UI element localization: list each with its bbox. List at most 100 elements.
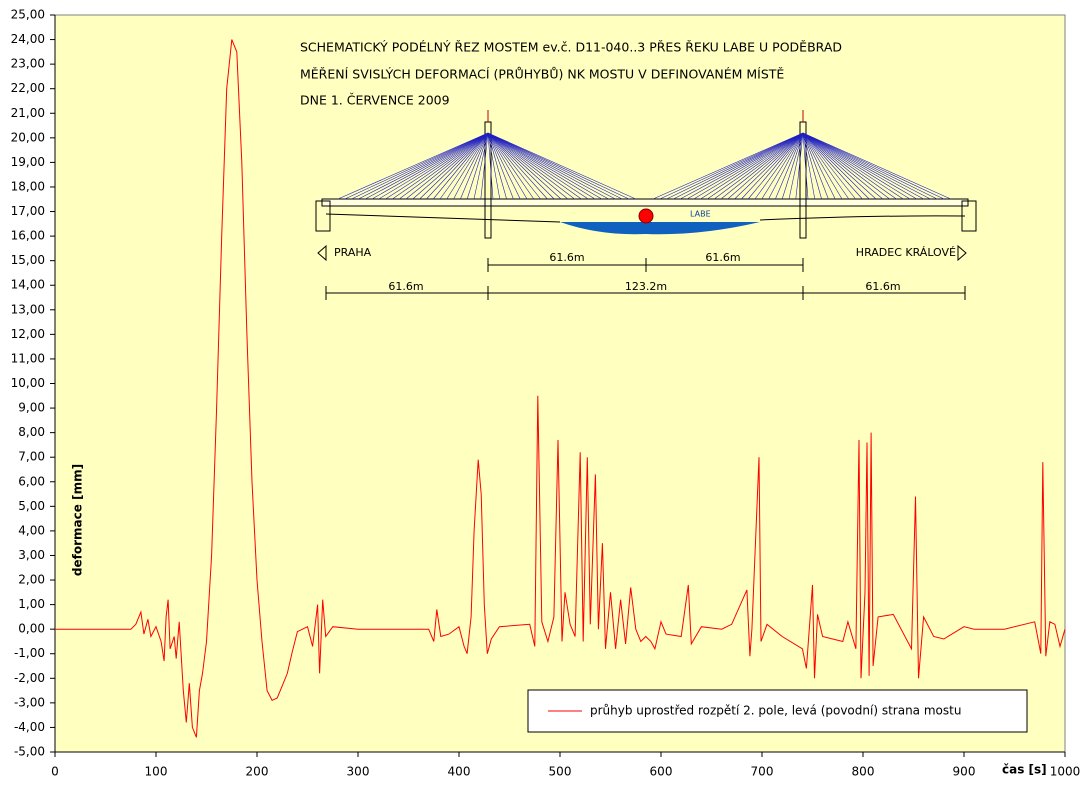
cable [460,132,489,200]
diagram-label: 61.6m [549,251,584,264]
direction-arrow [317,244,967,262]
y-tick-label: 15,00 [11,253,45,267]
cable [337,132,489,200]
y-tick-label: 1,00 [18,597,45,611]
x-tick-label: 900 [953,765,976,779]
cable [741,132,804,200]
cable [802,132,897,200]
x-tick-label: 600 [650,765,673,779]
cable [358,132,489,200]
cable [466,132,489,200]
cable [802,132,951,200]
dimension-line [325,286,966,300]
abutment [961,200,977,232]
diagram-label: 123.2m [625,280,667,293]
cable [727,132,804,200]
y-tick-label: -5,00 [14,745,45,759]
cable [775,132,804,200]
y-tick-label: 17,00 [11,204,45,218]
y-tick-label: 9,00 [18,401,45,415]
y-tick-label: 16,00 [11,229,45,243]
y-tick-label: 12,00 [11,327,45,341]
cable [487,132,616,200]
cable [802,132,822,200]
y-tick-label: 5,00 [18,499,45,513]
x-axis-label: čas [s] [1002,763,1047,777]
x-tick-label: 500 [549,765,572,779]
cable [487,132,521,200]
cable [802,132,816,200]
y-tick-label: -1,00 [14,646,45,660]
diagram-label: PRAHA [334,246,372,259]
y-tick-label: 11,00 [11,351,45,365]
y-tick-label: 20,00 [11,130,45,144]
y-tick-label: 21,00 [11,106,45,120]
cable [487,132,582,200]
diagram-label: 61.6m [388,280,423,293]
y-tick-label: -4,00 [14,720,45,734]
y-tick-label: 7,00 [18,450,45,464]
dimension-line [487,258,804,272]
terrain [325,213,966,223]
cable [487,132,602,200]
annotation: SCHEMATICKÝ PODÉLNÝ ŘEZ MOSTEM ev.č. D11… [300,40,842,55]
y-tick-label: 22,00 [11,81,45,95]
cable [446,132,489,200]
cable [487,132,609,200]
cable [720,132,804,200]
cable [432,132,489,200]
diagram-label: 61.6m [705,251,740,264]
cable [802,132,917,200]
diagram-label: HRADEC KRÁLOVÉ [856,246,956,259]
cable [714,132,804,200]
cable [802,132,911,200]
y-tick-label: -3,00 [14,695,45,709]
cable [788,132,804,200]
y-tick-label: 23,00 [11,57,45,71]
cable [487,132,514,200]
cable [802,132,850,200]
cable [487,132,548,200]
cable [802,132,890,200]
cable [487,132,507,200]
cable [487,132,630,200]
cable [802,132,931,200]
bridge-diagram [315,110,977,300]
cable [365,132,489,200]
cable [795,132,804,200]
cable [426,132,489,200]
x-tick-label: 200 [246,765,269,779]
cable [487,132,623,200]
cable [487,132,494,200]
cable [487,132,501,200]
deck [321,198,969,207]
cable [453,132,489,200]
cable [487,132,541,200]
x-tick-label: 100 [145,765,168,779]
y-tick-label: 14,00 [11,278,45,292]
cable [487,132,562,200]
abutment [315,200,331,232]
annotation: MĚŘENÍ SVISLÝCH DEFORMACÍ (PRŮHYBŮ) NK M… [300,67,784,82]
cable [802,132,904,200]
cable [487,132,589,200]
cable [802,132,836,200]
y-tick-label: 6,00 [18,474,45,488]
cable [802,132,877,200]
river [560,222,760,235]
y-tick-label: 0,00 [18,622,45,636]
x-tick-label: 300 [347,765,370,779]
measuring-point [638,208,654,224]
data-line [55,39,1066,738]
cable [802,132,856,200]
cable [768,132,804,200]
cable [412,132,489,200]
cable [419,132,489,200]
y-tick-label: 13,00 [11,302,45,316]
cable [659,132,804,200]
cable [392,132,489,200]
cable [385,132,489,200]
cable [761,132,804,200]
y-axis-label: deformace [mm] [71,464,85,576]
y-tick-label: 3,00 [18,548,45,562]
